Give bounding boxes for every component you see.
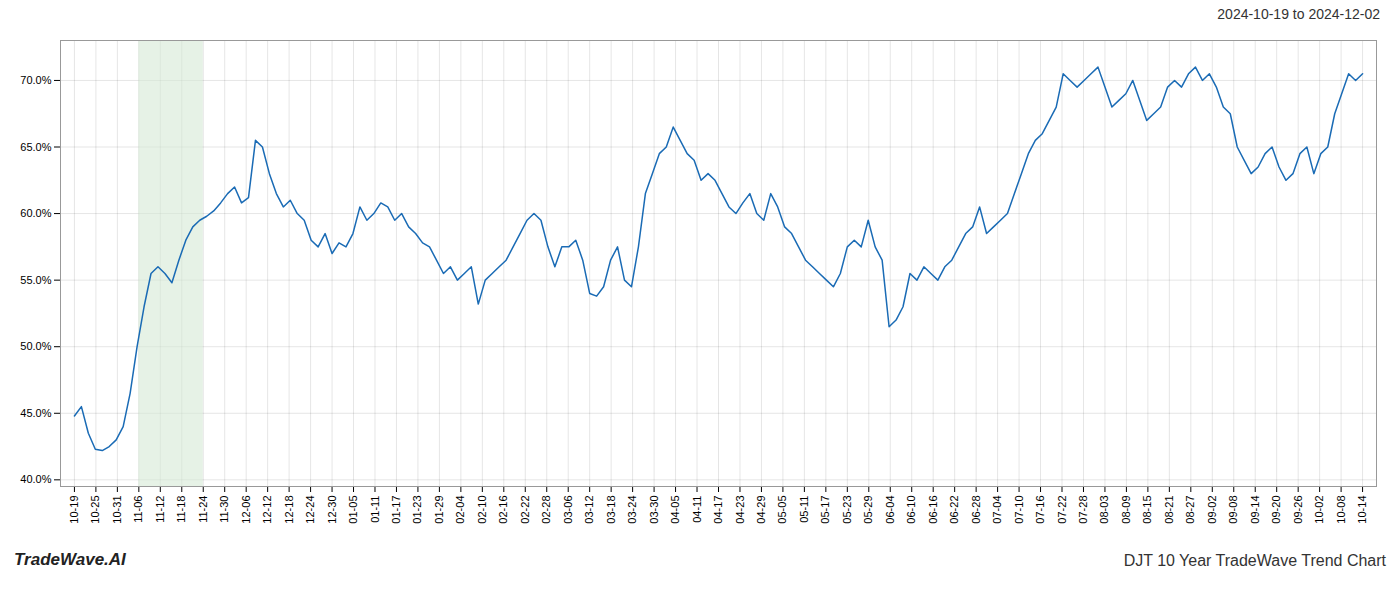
svg-text:70.0%: 70.0% — [20, 74, 51, 86]
svg-text:07-22: 07-22 — [1056, 496, 1068, 524]
svg-text:10-14: 10-14 — [1356, 496, 1368, 524]
svg-text:12-18: 12-18 — [283, 496, 295, 524]
svg-text:07-10: 07-10 — [1013, 496, 1025, 524]
svg-text:03-24: 03-24 — [626, 496, 638, 524]
svg-text:01-29: 01-29 — [433, 496, 445, 524]
svg-text:01-23: 01-23 — [411, 496, 423, 524]
svg-text:02-22: 02-22 — [519, 496, 531, 524]
svg-text:04-17: 04-17 — [712, 496, 724, 524]
html-text:DJT 10 Year TradeWave Trend Ch: DJT 10 Year TradeWave Trend Chart — [1123, 552, 1386, 569]
svg-text:05-11: 05-11 — [798, 496, 810, 523]
html-text:TradeWave.AI: TradeWave.AI — [14, 550, 126, 569]
svg-text:03-30: 03-30 — [648, 496, 660, 524]
svg-text:01-11: 01-11 — [369, 496, 381, 523]
svg-text:06-04: 06-04 — [884, 496, 896, 524]
svg-text:02-28: 02-28 — [540, 496, 552, 524]
svg-text:08-21: 08-21 — [1163, 496, 1175, 524]
svg-text:09-14: 09-14 — [1249, 496, 1261, 524]
svg-text:03-06: 03-06 — [562, 496, 574, 524]
svg-text:08-27: 08-27 — [1184, 496, 1196, 524]
svg-text:10-25: 10-25 — [89, 496, 101, 524]
svg-text:04-23: 04-23 — [733, 496, 745, 524]
svg-text:10-08: 10-08 — [1335, 496, 1347, 524]
svg-text:09-02: 09-02 — [1206, 496, 1218, 524]
svg-text:06-16: 06-16 — [927, 496, 939, 524]
svg-text:02-16: 02-16 — [497, 496, 509, 524]
svg-text:06-10: 06-10 — [905, 496, 917, 524]
svg-text:01-17: 01-17 — [390, 496, 402, 524]
html-text:2024-10-19 to 2024-12-02: 2024-10-19 to 2024-12-02 — [1217, 6, 1380, 22]
svg-text:11-24: 11-24 — [197, 496, 209, 523]
svg-text:08-15: 08-15 — [1141, 496, 1153, 524]
svg-text:08-09: 08-09 — [1120, 496, 1132, 524]
svg-text:07-28: 07-28 — [1077, 496, 1089, 524]
svg-text:05-23: 05-23 — [841, 496, 853, 524]
svg-text:07-04: 07-04 — [991, 496, 1003, 524]
svg-text:05-29: 05-29 — [862, 496, 874, 524]
svg-text:05-05: 05-05 — [776, 496, 788, 524]
svg-text:04-11: 04-11 — [691, 496, 703, 523]
svg-text:08-03: 08-03 — [1098, 496, 1110, 524]
svg-text:04-05: 04-05 — [669, 496, 681, 524]
svg-text:09-20: 09-20 — [1270, 496, 1282, 524]
svg-text:06-22: 06-22 — [948, 496, 960, 524]
svg-text:10-19: 10-19 — [68, 496, 80, 524]
svg-text:11-18: 11-18 — [175, 496, 187, 523]
svg-text:55.0%: 55.0% — [20, 274, 51, 286]
svg-text:09-08: 09-08 — [1227, 496, 1239, 524]
svg-text:02-10: 02-10 — [476, 496, 488, 524]
svg-text:09-26: 09-26 — [1292, 496, 1304, 524]
svg-text:65.0%: 65.0% — [20, 141, 51, 153]
svg-text:10-02: 10-02 — [1313, 496, 1325, 524]
svg-text:12-30: 12-30 — [326, 496, 338, 524]
svg-text:60.0%: 60.0% — [20, 207, 51, 219]
svg-text:03-12: 03-12 — [583, 496, 595, 524]
svg-text:12-24: 12-24 — [304, 496, 316, 524]
svg-text:07-16: 07-16 — [1034, 496, 1046, 524]
svg-text:11-30: 11-30 — [218, 496, 230, 523]
svg-text:12-06: 12-06 — [240, 496, 252, 524]
svg-text:10-31: 10-31 — [111, 496, 123, 524]
svg-text:05-17: 05-17 — [819, 496, 831, 524]
svg-text:40.0%: 40.0% — [20, 473, 51, 485]
svg-text:02-04: 02-04 — [454, 496, 466, 524]
svg-text:03-18: 03-18 — [605, 496, 617, 524]
svg-text:11-12: 11-12 — [154, 496, 166, 523]
svg-text:01-05: 01-05 — [347, 496, 359, 524]
svg-text:45.0%: 45.0% — [20, 407, 51, 419]
svg-text:11-06: 11-06 — [132, 496, 144, 523]
svg-text:12-12: 12-12 — [261, 496, 273, 524]
svg-text:06-28: 06-28 — [970, 496, 982, 524]
svg-text:04-29: 04-29 — [755, 496, 767, 524]
svg-text:50.0%: 50.0% — [20, 340, 51, 352]
